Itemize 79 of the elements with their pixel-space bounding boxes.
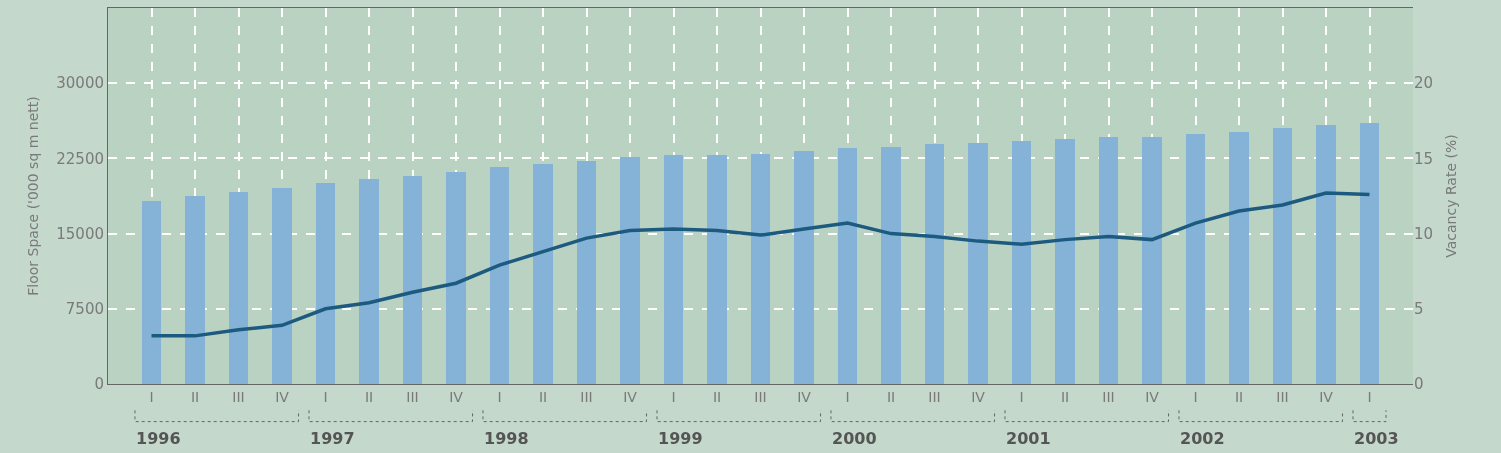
bar [185,196,205,384]
y2-tick-label: 20 [1414,74,1434,93]
text: 2002 [1180,429,1225,448]
x-tick-label: I [323,388,328,405]
x-tick-label: IV [449,388,464,405]
bar [925,144,944,384]
x-tick-label: IV [623,388,638,405]
y-tick-label: 22500 [56,149,104,168]
bar [490,167,509,384]
bar [403,176,422,384]
bar [620,157,640,384]
x-tick-label: III [232,388,245,405]
bar [142,201,161,384]
bar [359,179,379,384]
x-tick-label: I [1193,388,1198,405]
bar [794,151,814,384]
y-axis-title: Floor Space ('000 sq m nett) [24,96,41,296]
bar [1273,128,1292,384]
text: 1999 [658,429,703,448]
y-tick-label: 15000 [56,224,104,243]
bar [272,188,292,384]
bar [1055,139,1075,384]
x-tick-label: III [928,388,941,405]
bar [751,154,770,384]
y-tick-label: 7500 [65,300,104,319]
x-tick-label: II [190,388,200,405]
x-tick-label: I [149,388,154,405]
y-tick-label: 0 [94,375,104,394]
bar [1186,134,1205,384]
bar [968,143,988,384]
x-tick-label: III [1102,388,1115,405]
text: 2003 [1354,429,1399,448]
bar [1012,141,1031,384]
x-tick-label: IV [971,388,986,405]
bar [1142,137,1162,384]
x-tick-label: III [406,388,419,405]
bar [881,147,901,384]
x-tick-label: II [364,388,374,405]
x-tick-label: I [671,388,676,405]
x-tick-label: II [1060,388,1070,405]
y2-tick-label: 15 [1414,149,1434,168]
text: 2001 [1006,429,1051,448]
text: 1998 [484,429,529,448]
x-tick-label: I [1367,388,1372,405]
bar [316,183,335,384]
line-series [149,191,1372,338]
bar [707,155,727,384]
bar [577,161,596,384]
x-tick-label: IV [1145,388,1160,405]
bar [1360,123,1379,384]
x-tick-label: IV [1319,388,1334,405]
x-tick-label: II [538,388,548,405]
x-tick-label: I [497,388,502,405]
y-tick-label: 30000 [56,74,104,93]
y2-axis-title: Vacancy Rate (%) [1443,134,1460,258]
bar [838,148,857,384]
bar [533,164,553,384]
x-tick-label: III [754,388,767,405]
x-tick-label: IV [275,388,290,405]
bar [1099,137,1118,384]
text: 1996 [136,429,181,448]
x-tick-label: III [1276,388,1289,405]
x-tick-label: I [1019,388,1024,405]
text: 1997 [310,429,355,448]
bar [229,192,248,384]
bar [1316,125,1336,384]
y2-tick-label: 5 [1414,300,1424,319]
x-tick-label: II [886,388,896,405]
x-tick-label: I [845,388,850,405]
y2-tick-label: 0 [1414,375,1424,394]
bar [1229,132,1249,384]
bar [664,155,683,384]
y2-tick-label: 10 [1414,224,1434,243]
x-tick-label: IV [797,388,812,405]
x-tick-label: III [580,388,593,405]
text: 2000 [832,429,877,448]
x-tick-label: II [1234,388,1244,405]
bar [446,172,466,384]
x-tick-label: II [712,388,722,405]
